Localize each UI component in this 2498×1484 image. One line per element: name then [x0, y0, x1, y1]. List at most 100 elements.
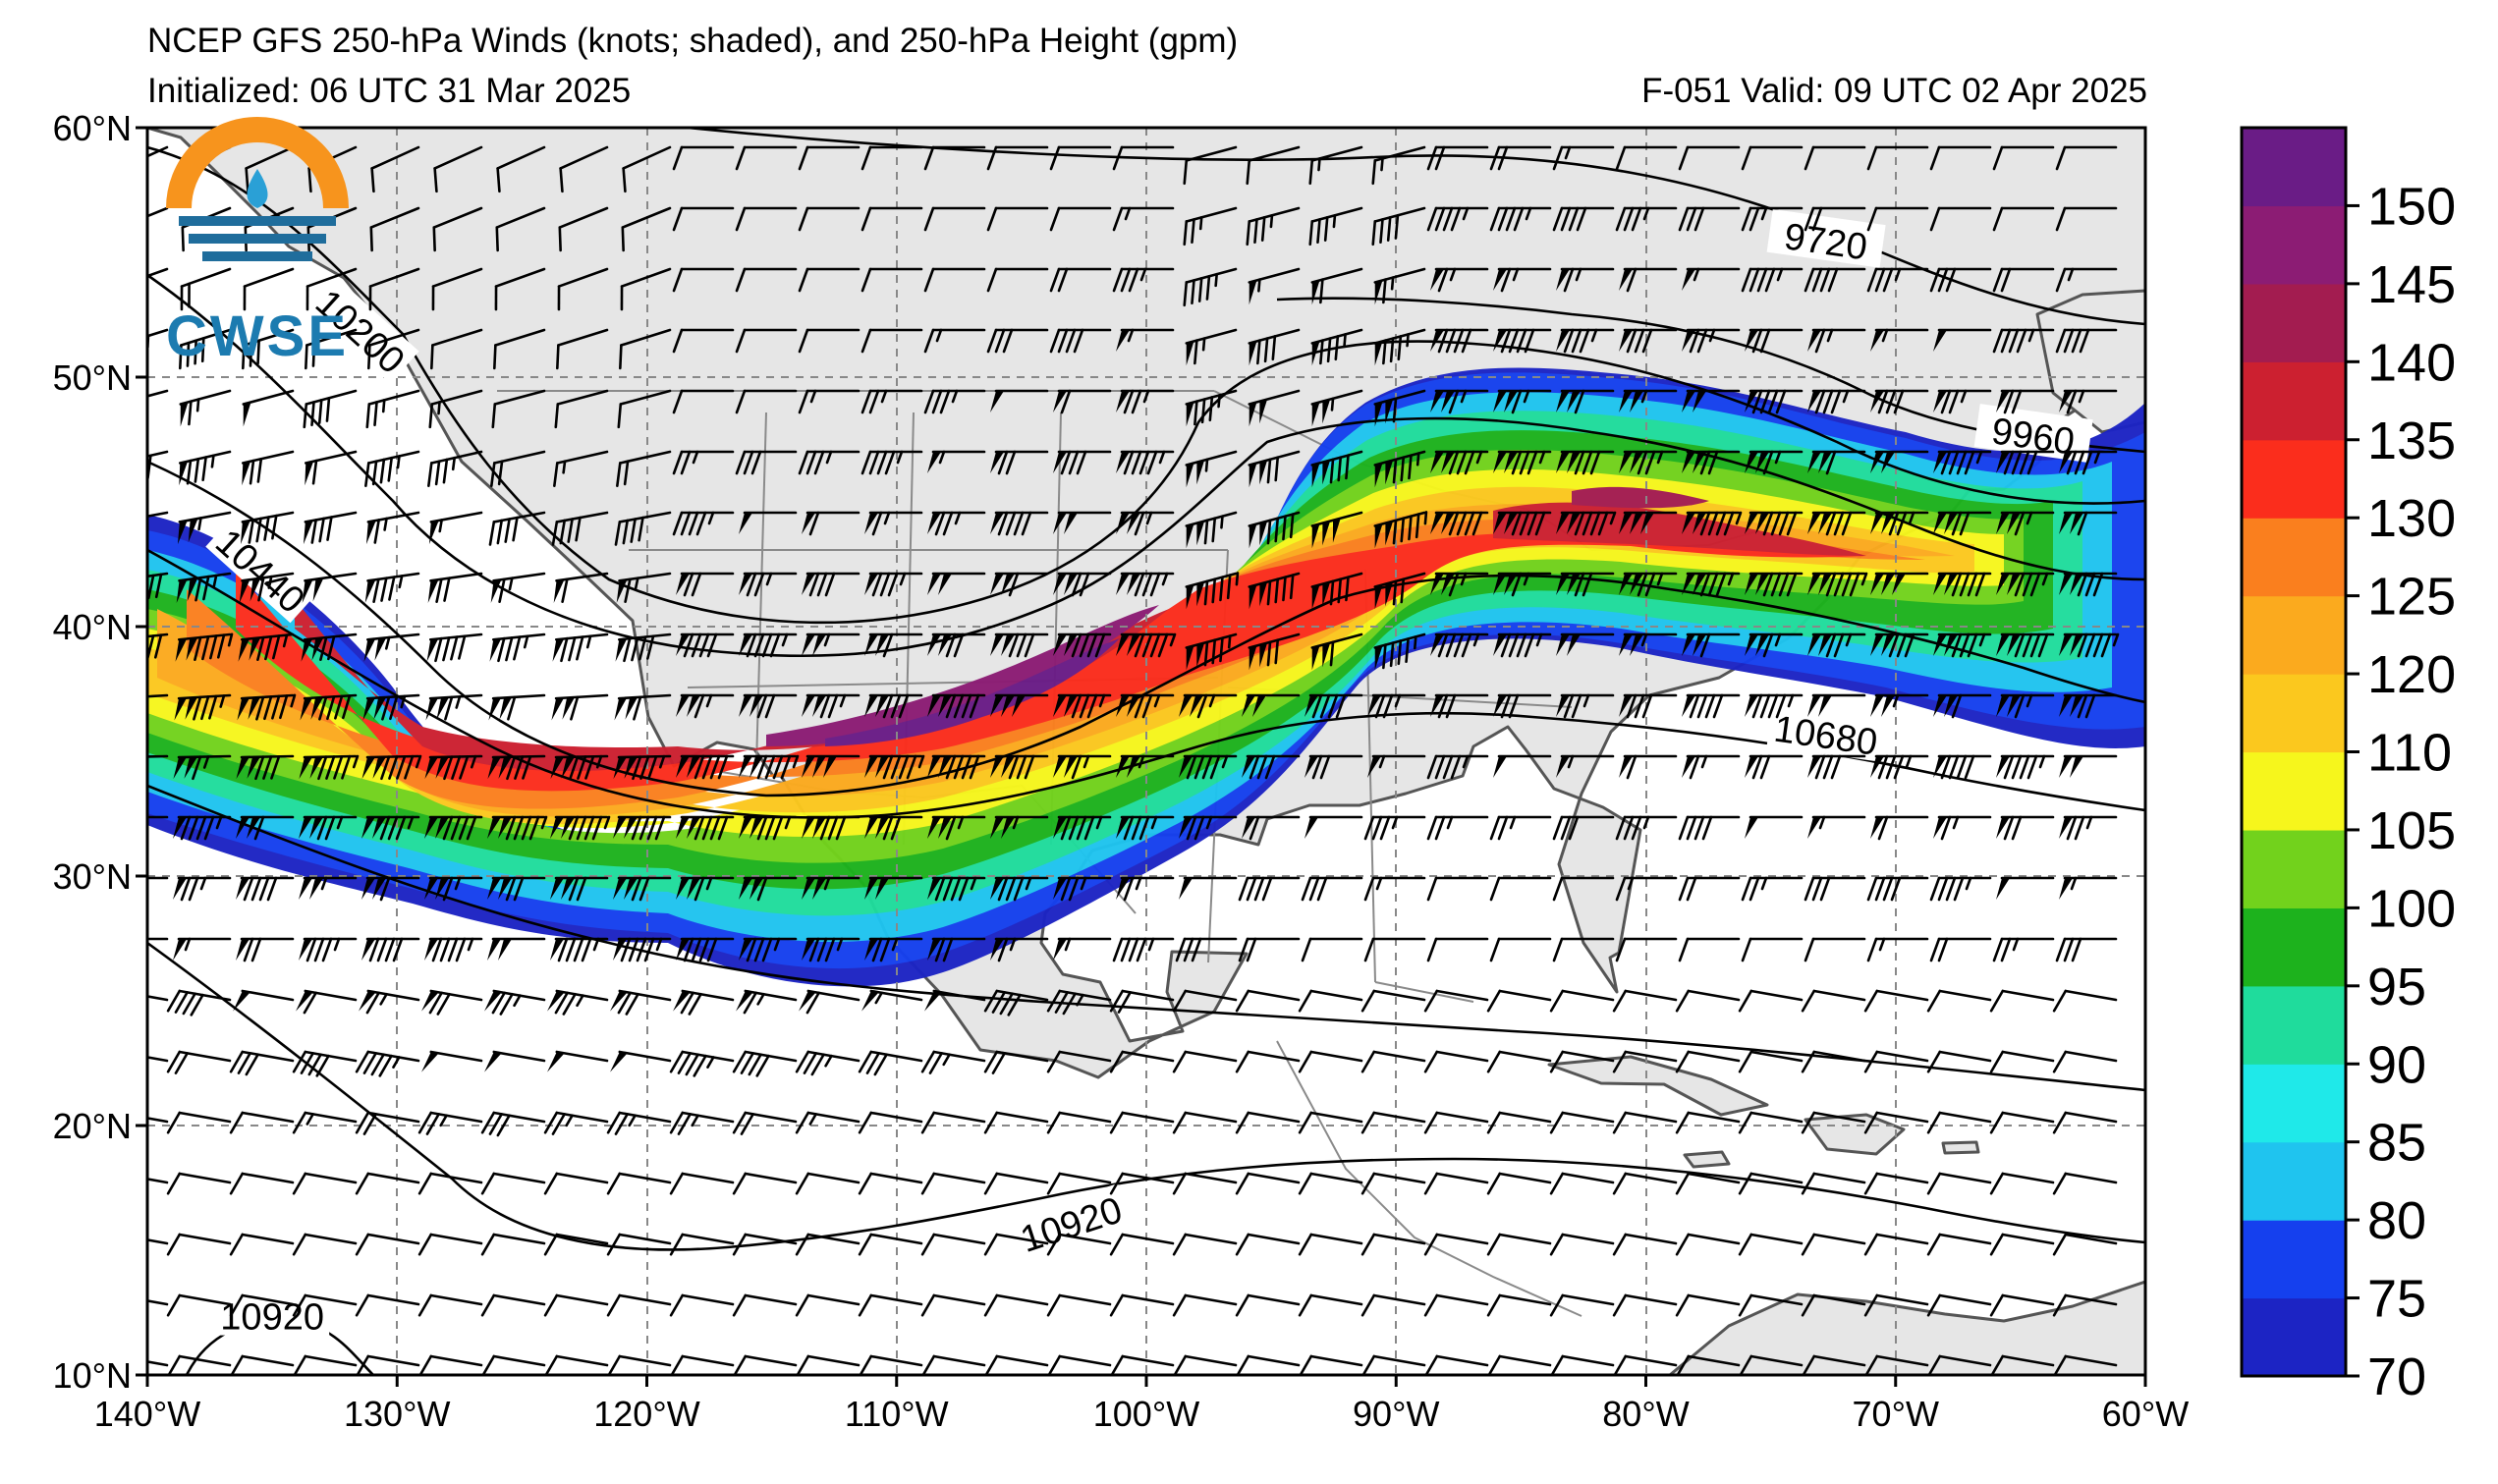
wind-barb	[1556, 632, 1615, 656]
wind-barb	[2059, 572, 2118, 597]
height-contour-10440	[147, 273, 2145, 658]
wind-barb	[1423, 1354, 1489, 1375]
wind-barb	[802, 632, 860, 656]
wind-barb	[229, 1050, 295, 1076]
colorbar-label: 140	[2367, 333, 2456, 392]
wind-barb	[147, 876, 169, 880]
wind-barb	[990, 815, 1049, 839]
wind-barb	[735, 389, 798, 414]
wind-barb	[1682, 754, 1741, 780]
wind-barb	[1298, 1111, 1363, 1134]
wind-barb	[421, 989, 483, 1016]
wind-barb	[1745, 693, 1804, 719]
wind-barb	[1807, 450, 1866, 475]
wind-barb	[550, 815, 611, 841]
wind-barb	[1807, 632, 1866, 658]
wind-barb	[1116, 693, 1175, 719]
colorbar-swatch	[2242, 829, 2346, 908]
wind-barb	[1242, 754, 1301, 780]
wind-barb	[1046, 1293, 1112, 1317]
wind-barb	[739, 937, 798, 962]
wind-barb	[1863, 1354, 1929, 1375]
wind-barb	[1612, 989, 1678, 1013]
wind-barb	[802, 511, 860, 536]
wind-barb	[550, 754, 609, 781]
wind-barb	[1426, 145, 1489, 171]
wind-barb	[1552, 206, 1615, 232]
colorbar-label: 125	[2367, 568, 2456, 627]
wind-barb	[1807, 693, 1866, 717]
wind-barb	[1741, 937, 1804, 962]
wind-barb	[1305, 693, 1363, 719]
wind-barb	[292, 1233, 358, 1256]
wind-barb	[1430, 328, 1489, 354]
wind-barb	[173, 937, 232, 961]
wind-barb	[1116, 815, 1175, 841]
lon-tick-label: 100°W	[1093, 1394, 1199, 1434]
wind-barb	[1360, 989, 1426, 1013]
wind-barb	[1870, 328, 1929, 352]
wind-barb	[669, 1293, 735, 1317]
wind-barb	[860, 267, 923, 293]
colorbar-swatch	[2242, 1220, 2346, 1299]
wind-barb	[417, 1172, 483, 1195]
wind-barb	[1933, 450, 1992, 475]
wind-barb	[672, 511, 735, 536]
wind-barb	[672, 389, 735, 414]
wind-barb	[147, 145, 169, 170]
wind-barb	[1989, 1354, 2055, 1375]
wind-barb	[1741, 145, 1804, 171]
wind-barb	[1989, 1233, 2055, 1256]
wind-barb	[1675, 1050, 1741, 1073]
wind-barb	[990, 937, 1049, 962]
wind-barb	[233, 989, 295, 1012]
wind-barb	[1926, 1172, 1992, 1195]
wind-barb	[367, 328, 420, 370]
wind-barb	[1185, 328, 1238, 366]
wind-barb	[672, 145, 735, 171]
wind-barb	[424, 754, 483, 781]
wind-barb	[1556, 389, 1615, 414]
colorbar-swatch	[2242, 1141, 2346, 1221]
wind-barb	[554, 389, 609, 429]
colorbar-swatch	[2242, 439, 2346, 519]
wind-barb	[1675, 1172, 1741, 1195]
wind-barb	[305, 267, 358, 311]
wind-barb	[355, 1233, 420, 1256]
wind-barb	[1373, 572, 1426, 610]
wind-barb	[1675, 1354, 1741, 1375]
wind-barb	[983, 989, 1049, 1017]
wind-barb	[1235, 1050, 1301, 1073]
wind-barb	[1866, 937, 1929, 962]
wind-barb	[2052, 1354, 2118, 1375]
wind-barb	[927, 632, 986, 658]
wind-barb	[858, 1354, 923, 1375]
wind-barb	[1804, 876, 1866, 902]
wind-barb	[672, 450, 735, 475]
wind-barb	[923, 389, 986, 414]
colorbar-label: 120	[2367, 645, 2456, 704]
wind-barb	[355, 1293, 420, 1317]
wind-barb	[802, 693, 860, 719]
wind-barb	[2059, 632, 2120, 658]
wind-barb	[864, 572, 923, 597]
wind-barb	[672, 206, 735, 232]
wind-barb	[299, 937, 358, 962]
wind-barb	[1183, 267, 1238, 307]
svg-text:10920: 10920	[220, 1297, 324, 1339]
wind-barb	[1486, 1111, 1552, 1134]
colorbar: 70 75 80 85 90 95 100 105 110 120 125 130 135 140 145 1…	[2240, 126, 2456, 1406]
wind-barb	[1801, 1354, 1866, 1375]
wind-barb	[986, 267, 1049, 293]
wind-barb	[553, 450, 609, 487]
wind-barb	[1863, 1111, 1929, 1134]
wind-barb	[920, 1050, 986, 1074]
wind-barb	[1373, 632, 1426, 671]
wind-barb	[1172, 1233, 1238, 1256]
wind-barb	[1678, 937, 1741, 962]
wind-barb	[1430, 632, 1489, 658]
wind-barb	[1678, 876, 1741, 902]
wind-barb	[1556, 511, 1617, 536]
wind-barb	[292, 1354, 358, 1375]
wind-barb	[735, 267, 798, 293]
